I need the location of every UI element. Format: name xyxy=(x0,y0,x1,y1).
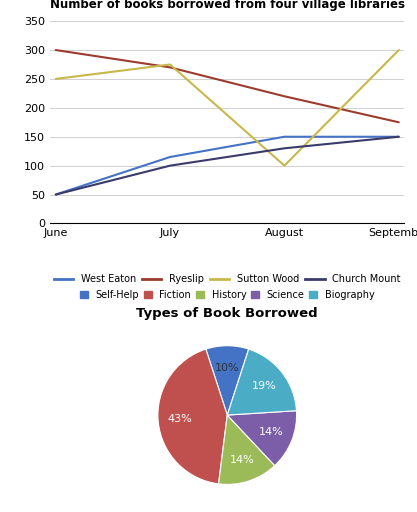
Wedge shape xyxy=(158,349,227,484)
Text: 43%: 43% xyxy=(168,415,193,424)
Legend: West Eaton, Ryeslip, Sutton Wood, Church Mount: West Eaton, Ryeslip, Sutton Wood, Church… xyxy=(53,274,401,284)
Text: 14%: 14% xyxy=(259,428,284,437)
Wedge shape xyxy=(227,411,296,465)
Title: Types of Book Borrowed: Types of Book Borrowed xyxy=(136,307,318,320)
Text: 19%: 19% xyxy=(252,381,277,391)
Wedge shape xyxy=(206,346,249,415)
Title: Number of books borrowed from four village libraries: Number of books borrowed from four villa… xyxy=(50,0,405,11)
Wedge shape xyxy=(219,415,275,484)
Text: 10%: 10% xyxy=(215,363,240,373)
Wedge shape xyxy=(227,349,296,415)
Text: 14%: 14% xyxy=(229,455,254,465)
Legend: Self-Help, Fiction, History, Science, Biography: Self-Help, Fiction, History, Science, Bi… xyxy=(80,290,375,300)
